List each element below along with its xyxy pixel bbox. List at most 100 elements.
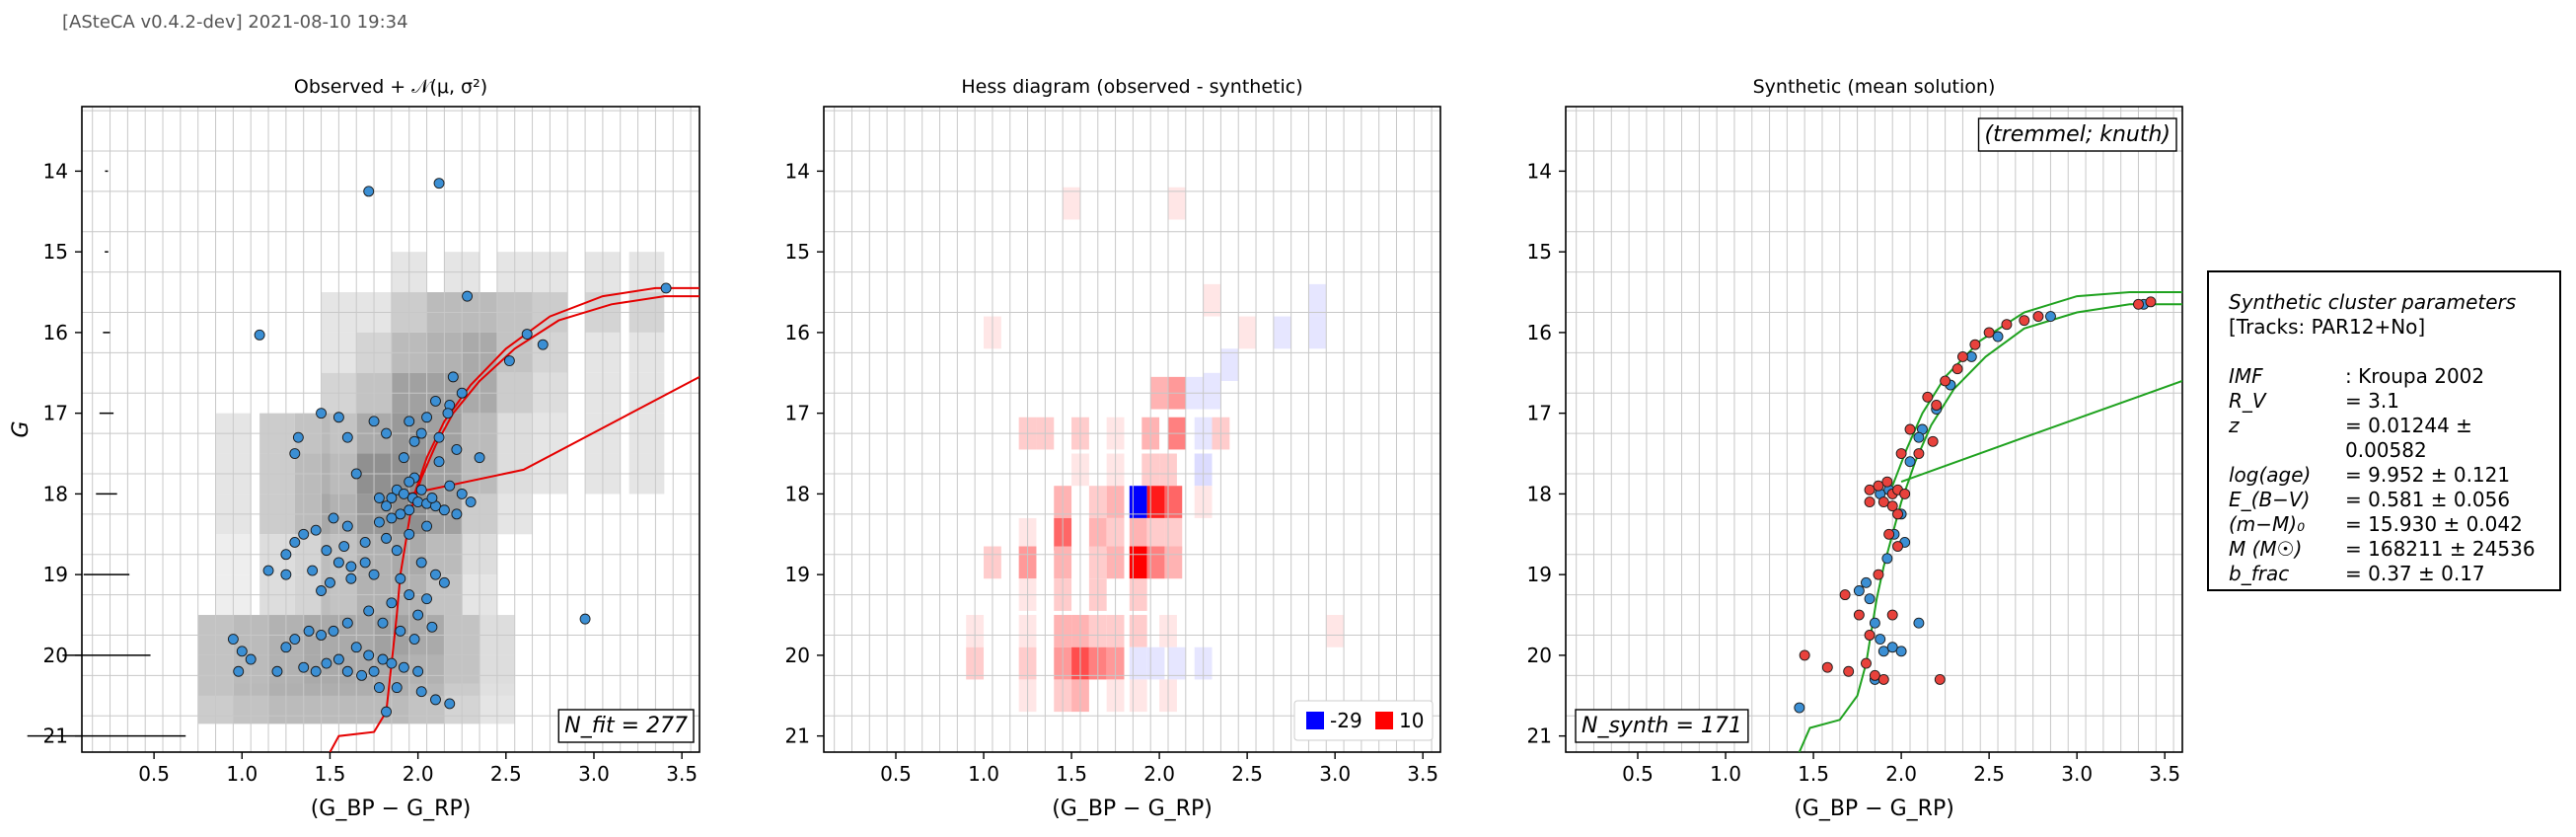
grid [82, 107, 699, 752]
observed-point [579, 613, 591, 625]
synthetic-binary-point [1864, 484, 1876, 495]
observed-point [280, 549, 292, 561]
hess-cell [1168, 187, 1186, 220]
annotation-text: (tremmel; knuth) [1985, 122, 2171, 147]
param-value: = 3.1 [2345, 389, 2399, 413]
synthetic-binary-point [1864, 630, 1876, 641]
param-key: IMF [2229, 364, 2263, 388]
y-tick-label: 17 [785, 402, 810, 425]
x-tick-label: 2.0 [1885, 762, 1917, 786]
observed-point [415, 427, 427, 439]
param-row: M (M☉) = 168211 ± 24536 [2229, 537, 2539, 562]
synthetic-binary-point [1877, 496, 1889, 508]
observed-point [408, 634, 420, 645]
hess-cell [1308, 283, 1327, 317]
x-tick-label: 3.0 [578, 762, 610, 786]
observed-point [444, 480, 456, 492]
panel-synthetic: 0.5 1.0 1.5 2.0 2.5 3.0 3.5 14 15 16 17 18 19 20 21 Syn… [1527, 76, 2183, 821]
observed-point [271, 665, 283, 677]
synthetic-binary-point [1927, 435, 1939, 447]
observed-point [456, 387, 468, 399]
observed-point [451, 443, 463, 455]
hess-cell [1203, 283, 1221, 317]
observed-point [338, 541, 350, 552]
observed-point [381, 427, 392, 439]
observed-point [433, 456, 445, 468]
param-key: (m−M)₀ [2229, 512, 2306, 536]
synthetic-binary-point [1869, 669, 1880, 681]
y-tick-label: 14 [43, 159, 68, 183]
observed-point [316, 408, 328, 419]
synthetic-binary-point [1873, 569, 1884, 580]
param-row: log(age) = 9.952 ± 0.121 [2229, 463, 2539, 488]
observed-point [521, 329, 533, 340]
synthetic-binary-point [1883, 528, 1895, 540]
synthetic-binary-point [1873, 480, 1884, 492]
observed-point [430, 395, 441, 407]
synthetic-binary-point [1864, 496, 1876, 508]
param-row: R_V = 3.1 [2229, 389, 2539, 414]
param-row: E_(B−V) = 0.581 ± 0.056 [2229, 488, 2539, 512]
synthetic-binary-point [1934, 673, 1946, 685]
x-axis-label: (G_BP − G_RP) [311, 797, 472, 821]
x-tick-label: 3.5 [666, 762, 698, 786]
observed-point [386, 512, 398, 524]
y-tick-label: 14 [1527, 159, 1552, 183]
observed-point [395, 508, 406, 520]
observed-point [341, 665, 353, 677]
observed-point [345, 561, 357, 572]
panel-title: Synthetic (mean solution) [1753, 76, 1996, 98]
observed-point [341, 431, 353, 443]
observed-point [254, 329, 265, 341]
observed-point [462, 290, 474, 302]
synthetic-binary-point [1886, 609, 1898, 621]
observed-point [298, 528, 310, 540]
isochrone-binary-line [413, 286, 699, 495]
hess-cell [1129, 517, 1147, 551]
synthetic-single-point [1794, 702, 1805, 714]
x-axis-label: (G_BP − G_RP) [1794, 797, 1954, 821]
observed-point [368, 569, 380, 580]
param-row: b_frac = 0.37 ± 0.17 [2229, 562, 2539, 586]
synthetic-single-point [1886, 642, 1898, 653]
observed-point [503, 355, 515, 366]
y-tick-label: 16 [43, 321, 68, 344]
synthetic-binary-point [1886, 500, 1898, 512]
observed-point [465, 496, 477, 508]
observed-point [345, 572, 357, 584]
x-tick-label: 2.5 [1231, 762, 1263, 786]
isochrone-line [1798, 303, 2182, 752]
error-bars [27, 170, 186, 737]
hess-cell [1164, 486, 1183, 518]
synthetic-single-point [1864, 593, 1876, 605]
x-tick-label: 1.5 [1056, 762, 1087, 786]
hess-cell [1129, 615, 1147, 647]
x-tick-label: 1.0 [226, 762, 258, 786]
hess-legend: -29 10 [1293, 700, 1434, 741]
observed-point [328, 625, 339, 637]
x-tick-label: 2.0 [403, 762, 434, 786]
observed-point [227, 634, 239, 645]
param-value: : Kroupa 2002 [2345, 364, 2485, 388]
header-text: [ASteCA v0.4.2-dev] 2021-08-10 19:34 [62, 12, 408, 33]
observed-point [332, 653, 344, 665]
observed-point [377, 617, 389, 629]
synthetic-binary-point [2133, 298, 2144, 310]
observed-point [456, 488, 468, 499]
hess-cell [1146, 647, 1165, 680]
observed-point [368, 665, 380, 677]
hess-cell [1326, 615, 1345, 647]
observed-point [373, 682, 385, 694]
observed-point [341, 617, 353, 629]
observed-point [292, 431, 304, 443]
synthetic-binary-point [1913, 448, 1925, 459]
y-tick-label: 15 [1527, 240, 1552, 264]
x-tick-label: 3.5 [1407, 762, 1438, 786]
y-tick-label: 16 [1527, 321, 1552, 344]
observed-point [316, 585, 328, 596]
synthetic-binary-point [2032, 311, 2044, 322]
observed-point [332, 412, 344, 423]
observed-point [398, 661, 409, 673]
y-tick-label: 15 [785, 240, 810, 264]
param-key: R_V [2229, 389, 2266, 413]
